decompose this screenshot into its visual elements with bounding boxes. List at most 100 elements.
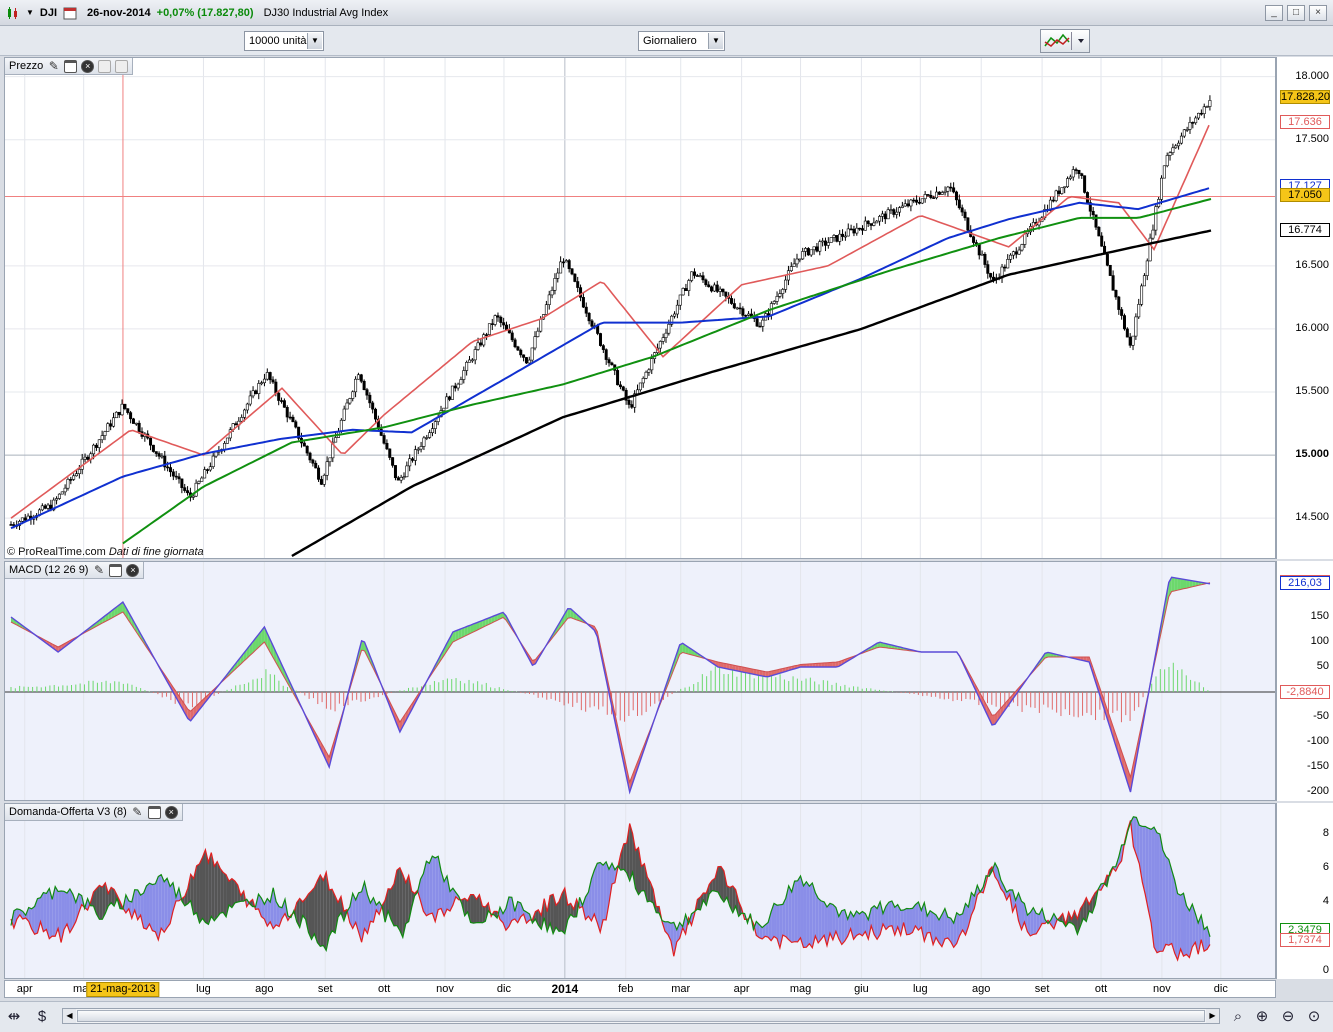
price-candle (137, 422, 141, 432)
wrench-icon[interactable]: ✎ (93, 562, 105, 577)
price-candle (402, 476, 406, 479)
price-candle (399, 477, 403, 481)
window-icon[interactable] (64, 59, 78, 73)
maximize-button[interactable]: □ (1287, 5, 1305, 21)
close-icon[interactable]: × (126, 563, 140, 577)
price-candle (1182, 129, 1186, 137)
demand-supply-fill (391, 883, 394, 926)
macd-fill (485, 618, 489, 627)
bar-spacing-icon[interactable]: ⇹ (7, 1008, 21, 1025)
macd-fill (629, 774, 633, 792)
price-candle (396, 477, 400, 481)
demand-supply-fill (229, 878, 232, 908)
demand-supply-fill (1207, 926, 1211, 950)
scroll-thumb[interactable] (77, 1010, 1205, 1022)
close-button[interactable]: × (1309, 5, 1327, 21)
price-candle (476, 342, 480, 350)
units-select[interactable]: 10000 unità ▼ (244, 31, 324, 51)
close-icon[interactable]: × (81, 59, 95, 73)
minimize-button[interactable]: _ (1265, 5, 1283, 21)
price-candle (490, 323, 494, 325)
demand-supply-fill (1174, 880, 1178, 960)
close-icon[interactable]: × (164, 805, 178, 819)
chevron-down-icon[interactable]: ▼ (708, 33, 723, 49)
wrench-icon[interactable]: ✎ (48, 58, 59, 73)
demand-supply-fill (1171, 869, 1175, 954)
dollar-settings-icon[interactable]: $ (37, 1008, 47, 1025)
price-candle (544, 304, 548, 315)
price-candle (604, 349, 608, 360)
macd-axis[interactable]: 15010050-50-100-150-200218,92216,03-2,88… (1276, 561, 1333, 801)
demand-supply-axis[interactable]: 8 6 4 0 2,3479 1,7374 (1276, 803, 1333, 979)
demand-supply-fill (623, 843, 627, 873)
month-label: lug (912, 983, 928, 995)
price-candle (832, 235, 836, 238)
price-candle (704, 279, 708, 286)
demand-supply-fill (267, 898, 271, 927)
chart-style-button[interactable] (1040, 29, 1090, 53)
demand-supply-fill (570, 903, 574, 917)
price-chart[interactable] (5, 58, 1276, 559)
macd-fill (1109, 717, 1113, 737)
price-candle (265, 372, 269, 380)
demand-supply-fill (941, 908, 945, 947)
symbol-menu-icon[interactable]: ▼ (26, 8, 34, 17)
price-candle (1094, 214, 1098, 228)
demand-supply-fill (788, 885, 792, 943)
price-candle (408, 458, 412, 467)
price-candle (362, 380, 366, 390)
price-candle (422, 437, 426, 447)
demand-supply-fill (43, 892, 47, 932)
price-axis[interactable]: 18.000 17.500 16.500 16.000 15.500 15.000 14.5… (1276, 57, 1333, 559)
calendar-icon[interactable] (63, 6, 77, 20)
demand-supply-fill (1162, 850, 1166, 952)
month-label: feb (618, 983, 634, 995)
macd-fill (1118, 742, 1122, 765)
price-candle (1003, 266, 1007, 269)
demand-supply-fill (273, 887, 277, 929)
window-icon[interactable] (109, 563, 123, 577)
price-candle (949, 186, 953, 189)
demand-supply-fill (1156, 832, 1160, 953)
price-candle (43, 505, 47, 509)
move-up-icon[interactable] (115, 59, 129, 73)
demand-supply-fill (1024, 903, 1028, 932)
zoom-fit-icon[interactable]: ⌕ (1233, 1008, 1243, 1025)
price-candle (1122, 315, 1126, 330)
price-candle (374, 408, 378, 420)
window-icon[interactable] (147, 805, 161, 819)
demand-supply-chart[interactable] (5, 804, 1276, 979)
price-candle (200, 477, 204, 482)
symbol-label[interactable]: DJI (39, 6, 58, 19)
price-candle (735, 307, 739, 310)
move-down-icon[interactable] (98, 59, 112, 73)
wrench-icon[interactable]: ✎ (132, 804, 143, 819)
price-candle (963, 211, 967, 219)
price-candle (681, 288, 685, 296)
demand-supply-fill (1165, 856, 1169, 946)
zoom-out-icon[interactable]: ⊖ (1281, 1008, 1295, 1025)
price-candle (442, 407, 446, 411)
price-candle (63, 487, 67, 493)
period-select[interactable]: Giornaliero ▼ (638, 31, 725, 51)
zoom-in-icon[interactable]: ⊕ (1255, 1008, 1269, 1025)
chevron-down-icon[interactable]: ▼ (307, 33, 322, 49)
chart-scrollbar[interactable]: ◀ ▶ (62, 1008, 1220, 1024)
price-candle (260, 382, 264, 385)
price-candle (103, 431, 107, 436)
zoom-reset-icon[interactable]: ⊙ (1307, 1008, 1321, 1025)
price-candle (667, 324, 671, 334)
price-candle (755, 318, 759, 327)
price-candle (1023, 233, 1027, 245)
price-candle (223, 443, 227, 450)
price-candle (416, 448, 420, 451)
macd-fill (326, 751, 330, 767)
demand-supply-fill (326, 872, 330, 951)
macd-chart[interactable] (5, 562, 1276, 801)
candlestick-icon[interactable] (6, 6, 20, 20)
scroll-right-icon[interactable]: ▶ (1206, 1009, 1219, 1023)
scroll-left-icon[interactable]: ◀ (63, 1009, 76, 1023)
time-axis[interactable]: 21-mag-2013 apr mag lug ago set ott nov dic 2014… (4, 980, 1276, 998)
chart-toolbar: 10000 unità ▼ Giornaliero ▼ (0, 26, 1333, 56)
price-candle (989, 273, 993, 278)
